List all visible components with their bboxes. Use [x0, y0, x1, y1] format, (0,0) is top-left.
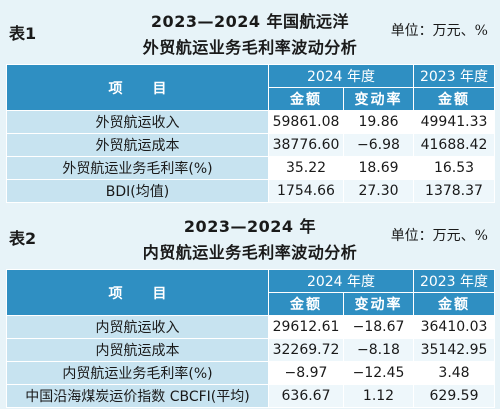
table2-subheader-amount-2024: 金额: [268, 292, 344, 316]
amount-2024: −8.97: [268, 361, 344, 385]
table2-header-2024: 2024 年度: [268, 269, 414, 293]
change-rate: −18.67: [343, 315, 414, 339]
table1-header-2023: 2023 年度: [413, 64, 495, 88]
table-row: 内贸航运业务毛利率(%) −8.97 −12.45 3.48: [6, 361, 495, 385]
table1-block: 表1 2023—2024 年国航远洋 外贸航运业务毛利率波动分析 单位：万元、%…: [0, 0, 500, 203]
table1: 项 目 2024 年度 2023 年度 金额 变动率 金额 外贸航运收入 598…: [6, 64, 495, 203]
row-label: 内贸航运成本: [6, 338, 269, 362]
change-rate: 27.30: [343, 179, 414, 203]
amount-2024: 35.22: [268, 156, 344, 180]
row-label: 外贸航运成本: [6, 133, 269, 157]
table2-title-line1: 2023—2024 年: [183, 217, 317, 236]
table1-header-item: 项 目: [6, 64, 269, 111]
table2-number: 表2: [9, 229, 37, 248]
table2-subheader-amount-2023: 金额: [413, 292, 495, 316]
amount-2023: 1378.37: [413, 179, 495, 203]
row-label: 内贸航运业务毛利率(%): [6, 361, 269, 385]
amount-2024: 636.67: [268, 384, 344, 408]
change-rate: 19.86: [343, 110, 414, 134]
table2-header-item: 项 目: [6, 269, 269, 316]
change-rate: 18.69: [343, 156, 414, 180]
table1-title-area: 表1 2023—2024 年国航远洋 外贸航运业务毛利率波动分析 单位：万元、%: [0, 0, 500, 64]
table1-number: 表1: [9, 24, 37, 43]
table-row: 内贸航运成本 32269.72 −8.18 35142.95: [6, 338, 495, 362]
table2-title-area: 表2 2023—2024 年 内贸航运业务毛利率波动分析 单位：万元、%: [0, 205, 500, 269]
table-row: 外贸航运成本 38776.60 −6.98 41688.42: [6, 133, 495, 157]
amount-2024: 59861.08: [268, 110, 344, 134]
amount-2024: 38776.60: [268, 133, 344, 157]
table-row: 外贸航运收入 59861.08 19.86 49941.33: [6, 110, 495, 134]
table1-title-line1: 2023—2024 年国航远洋: [150, 12, 350, 31]
table2-title-line2: 内贸航运业务毛利率波动分析: [142, 243, 358, 262]
row-label: BDI(均值): [6, 179, 269, 203]
amount-2024: 1754.66: [268, 179, 344, 203]
change-rate: −12.45: [343, 361, 414, 385]
table-row: 外贸航运业务毛利率(%) 35.22 18.69 16.53: [6, 156, 495, 180]
change-rate: −8.18: [343, 338, 414, 362]
table2: 项 目 2024 年度 2023 年度 金额 变动率 金额 内贸航运收入 296…: [6, 269, 495, 408]
table1-subheader-amount-2023: 金额: [413, 87, 495, 111]
table2-subheader-row: 金额 变动率 金额: [7, 292, 495, 316]
amount-2023: 49941.33: [413, 110, 495, 134]
amount-2023: 41688.42: [413, 133, 495, 157]
table2-header-row: 项 目 2024 年度 2023 年度: [6, 269, 495, 316]
change-rate: 1.12: [343, 384, 414, 408]
amount-2024: 29612.61: [268, 315, 344, 339]
amount-2024: 32269.72: [268, 338, 344, 362]
row-label: 中国沿海煤炭运价指数 CBCFI(平均): [6, 384, 269, 408]
row-label: 外贸航运业务毛利率(%): [6, 156, 269, 180]
table1-header-row: 项 目 2024 年度 2023 年度: [6, 64, 495, 111]
table-row: BDI(均值) 1754.66 27.30 1378.37: [6, 179, 495, 203]
table1-unit: 单位：万元、%: [390, 23, 488, 39]
table-row: 内贸航运收入 29612.61 −18.67 36410.03: [6, 315, 495, 339]
row-label: 外贸航运收入: [6, 110, 269, 134]
amount-2023: 36410.03: [413, 315, 495, 339]
row-label: 内贸航运收入: [6, 315, 269, 339]
table1-title-line2: 外贸航运业务毛利率波动分析: [142, 38, 358, 57]
amount-2023: 3.48: [413, 361, 495, 385]
amount-2023: 629.59: [413, 384, 495, 408]
table2-unit: 单位：万元、%: [390, 228, 488, 244]
table1-header-2024: 2024 年度: [268, 64, 414, 88]
table2-subheader-change-rate: 变动率: [343, 292, 414, 316]
table-row: 中国沿海煤炭运价指数 CBCFI(平均) 636.67 1.12 629.59: [6, 384, 495, 408]
table2-block: 表2 2023—2024 年 内贸航运业务毛利率波动分析 单位：万元、% 项 目…: [0, 205, 500, 408]
change-rate: −6.98: [343, 133, 414, 157]
amount-2023: 35142.95: [413, 338, 495, 362]
table1-subheader-amount-2024: 金额: [268, 87, 344, 111]
table2-header-2023: 2023 年度: [413, 269, 495, 293]
table1-subheader-change-rate: 变动率: [343, 87, 414, 111]
amount-2023: 16.53: [413, 156, 495, 180]
